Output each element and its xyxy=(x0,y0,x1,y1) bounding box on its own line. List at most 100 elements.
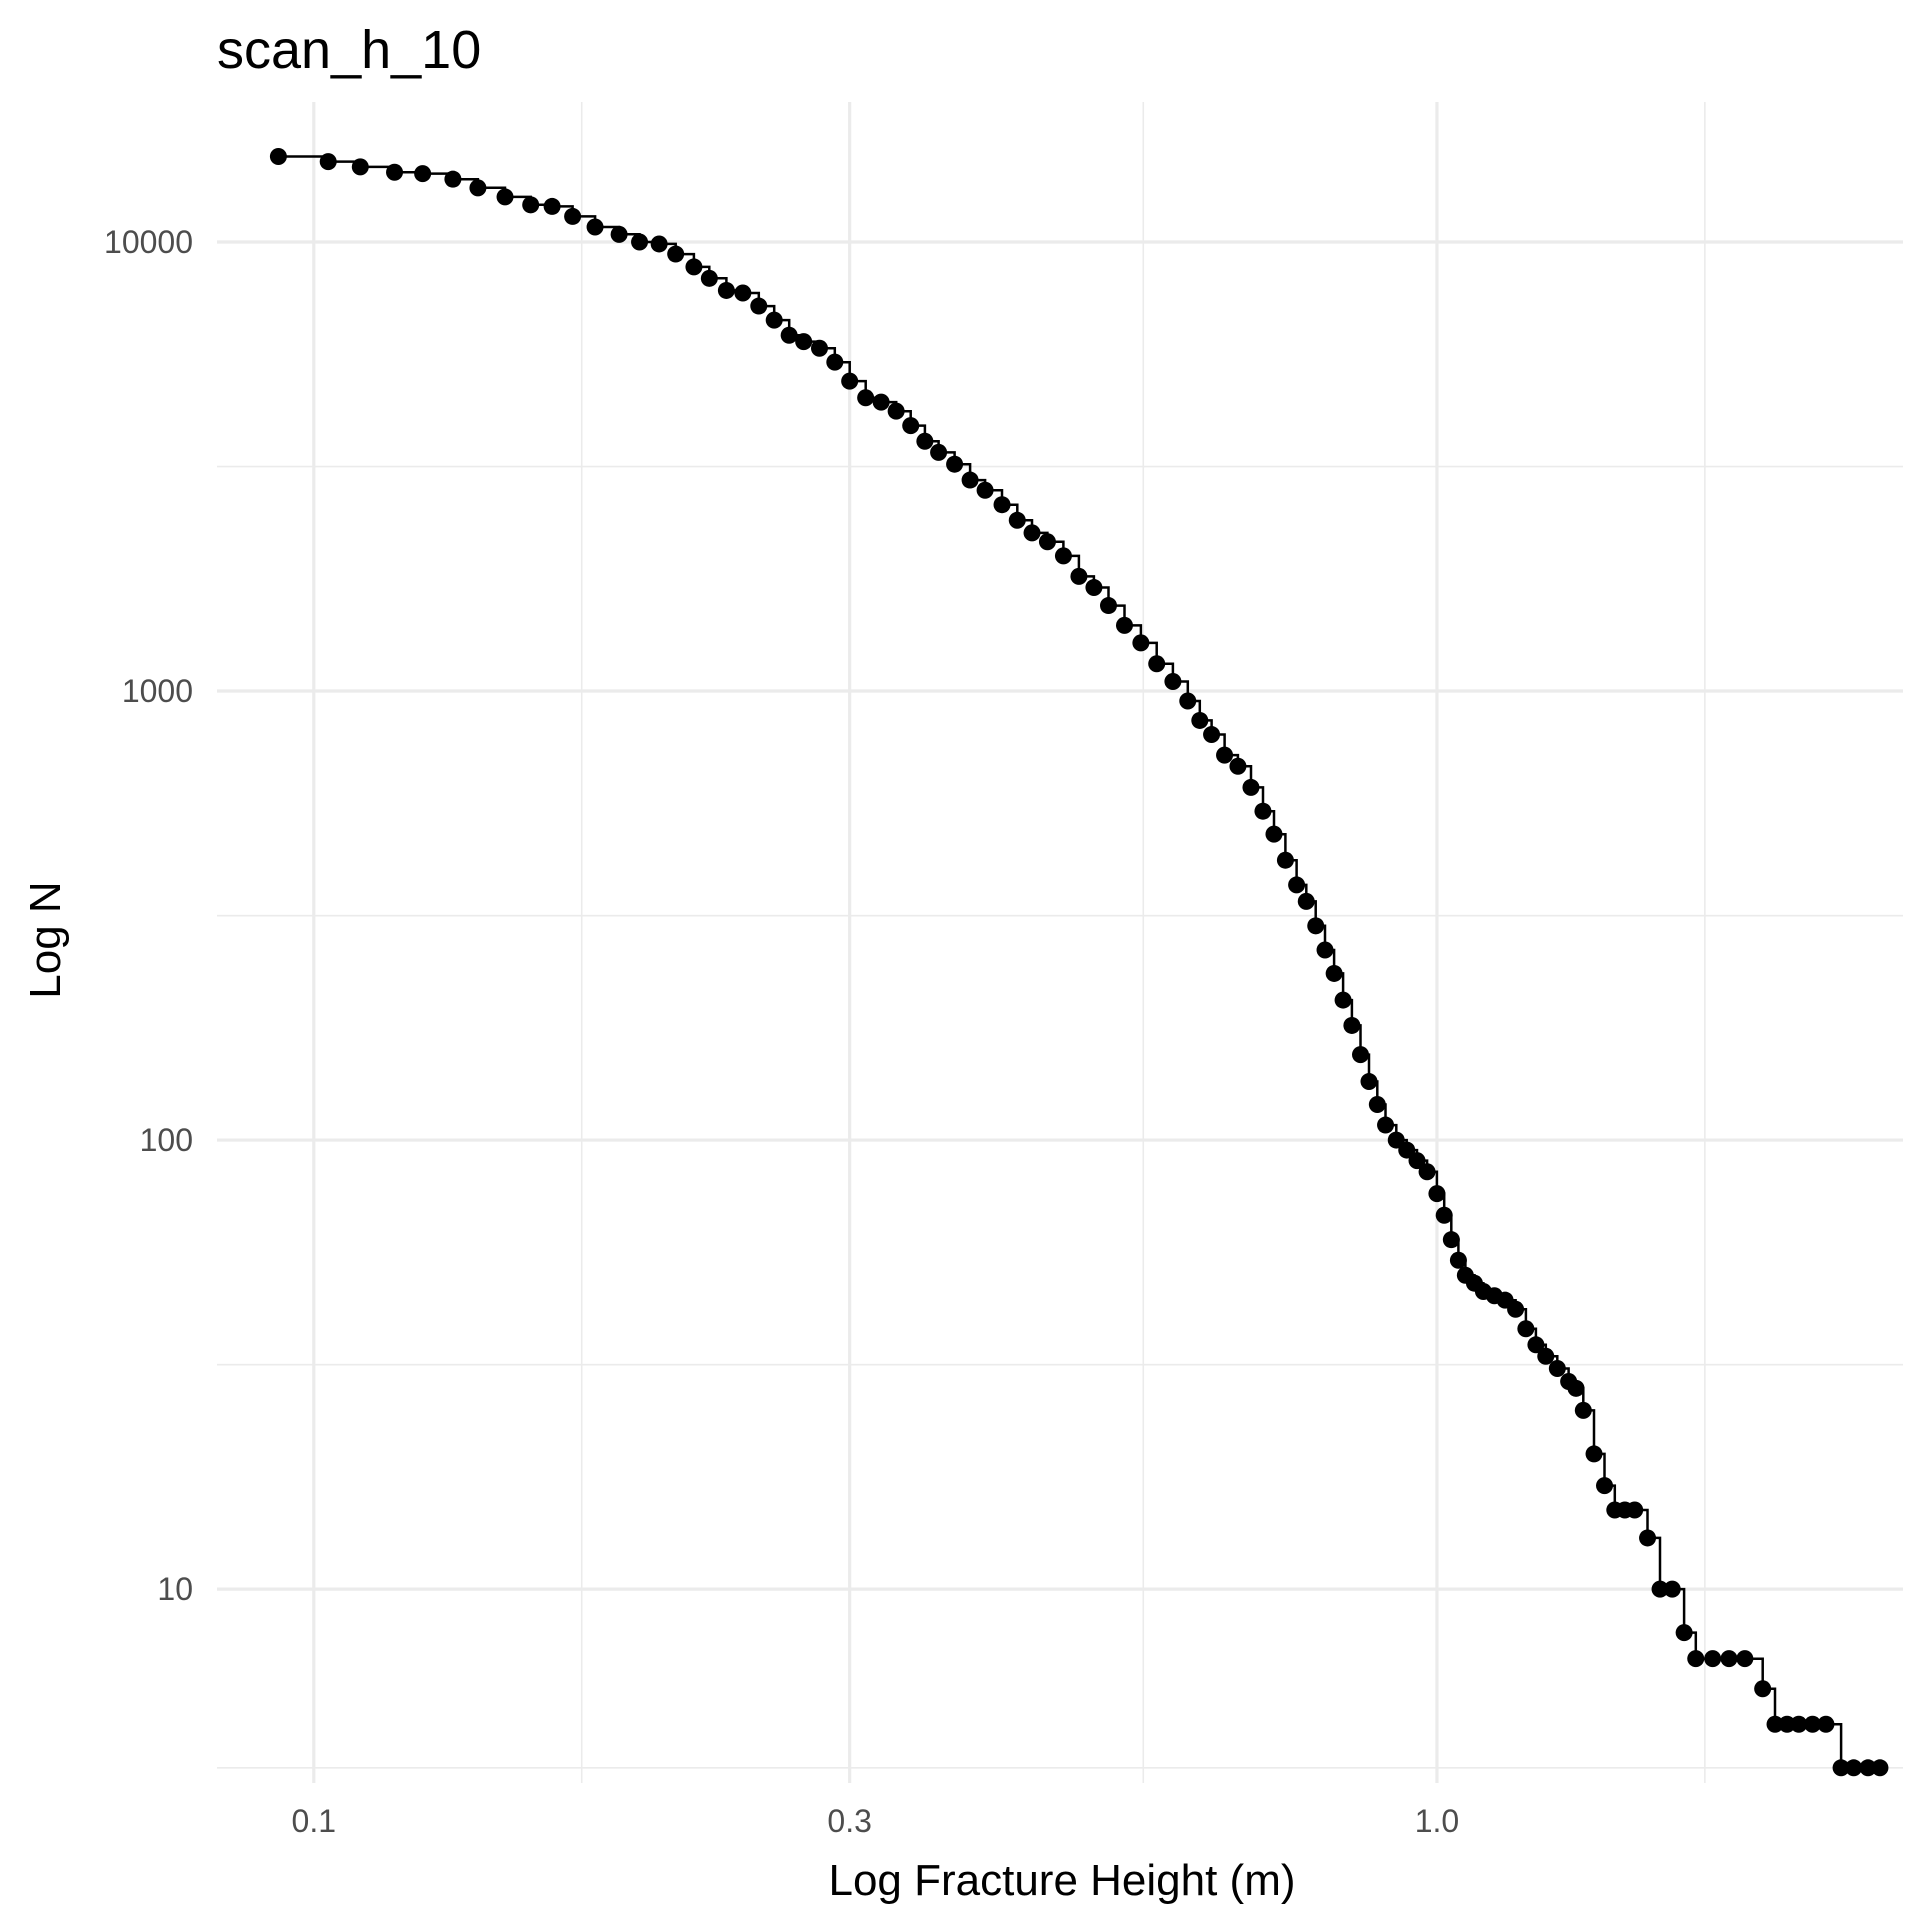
data-point xyxy=(1343,1016,1361,1034)
data-point xyxy=(1704,1650,1722,1668)
data-point xyxy=(1164,673,1182,691)
data-point xyxy=(1804,1715,1822,1733)
y-tick-label: 10000 xyxy=(104,224,193,260)
data-point xyxy=(469,179,487,197)
data-point xyxy=(685,258,703,276)
data-point xyxy=(1352,1046,1370,1064)
data-point xyxy=(1203,726,1221,744)
data-point xyxy=(887,402,905,420)
data-point xyxy=(1720,1650,1738,1668)
grid-layer xyxy=(217,102,1903,1783)
data-point xyxy=(1148,655,1166,673)
x-axis-label: Log Fracture Height (m) xyxy=(828,1856,1295,1905)
x-tick-label: 1.0 xyxy=(1415,1803,1459,1839)
data-point xyxy=(1254,802,1272,820)
data-point xyxy=(857,389,875,407)
data-point xyxy=(1790,1715,1808,1733)
data-point xyxy=(1276,851,1294,869)
data-point xyxy=(946,455,964,473)
data-point xyxy=(1054,547,1072,565)
data-point xyxy=(1517,1320,1535,1338)
data-point xyxy=(1070,567,1088,585)
data-point xyxy=(765,311,783,329)
tick-labels: 0.1 0.3 1.0 10 100 1000 10000 xyxy=(104,224,1459,1839)
data-point xyxy=(1574,1401,1592,1419)
data-point xyxy=(1297,892,1315,910)
data-point xyxy=(1871,1759,1889,1777)
data-point xyxy=(1442,1231,1460,1249)
data-point xyxy=(961,471,979,489)
data-point xyxy=(1567,1379,1585,1397)
data-point xyxy=(1408,1152,1426,1170)
data-point xyxy=(586,218,604,236)
data-point xyxy=(795,333,813,351)
data-point xyxy=(1216,746,1234,764)
data-point xyxy=(667,245,685,263)
data-point xyxy=(1242,778,1260,796)
data-point xyxy=(700,269,718,287)
data-point xyxy=(351,158,369,176)
data-point xyxy=(1229,757,1247,775)
data-point xyxy=(1085,579,1103,597)
data-point xyxy=(1288,876,1306,894)
data-point xyxy=(1316,941,1334,959)
data-point xyxy=(1428,1185,1446,1203)
data-point xyxy=(1663,1580,1681,1598)
data-point xyxy=(1651,1580,1669,1598)
data-point xyxy=(1023,524,1041,542)
data-point xyxy=(1766,1715,1784,1733)
data-point xyxy=(610,225,628,243)
data-point xyxy=(1639,1529,1657,1547)
data-point xyxy=(386,163,404,181)
data-point xyxy=(319,153,337,171)
data-point xyxy=(1377,1116,1395,1134)
data-point xyxy=(1132,634,1150,652)
data-point xyxy=(444,170,462,188)
data-point xyxy=(1191,711,1209,729)
data-point xyxy=(1832,1759,1850,1777)
data-point xyxy=(1859,1759,1877,1777)
data-point xyxy=(650,235,668,253)
data-point xyxy=(1596,1477,1614,1495)
data-point xyxy=(1548,1359,1566,1377)
y-tick-label: 1000 xyxy=(122,673,193,709)
data-point xyxy=(734,284,752,302)
data-point xyxy=(1687,1650,1705,1668)
data-point xyxy=(496,188,514,206)
y-tick-label: 100 xyxy=(140,1122,193,1158)
data-point xyxy=(1368,1096,1386,1114)
data-point xyxy=(1507,1300,1525,1318)
y-tick-label: 10 xyxy=(157,1571,193,1607)
data-point xyxy=(1675,1624,1693,1642)
data-point xyxy=(1360,1073,1378,1091)
x-tick-label: 0.3 xyxy=(827,1803,871,1839)
data-point xyxy=(1334,991,1352,1009)
data-point xyxy=(1845,1759,1863,1777)
data-point xyxy=(1325,964,1343,982)
series-layer xyxy=(269,148,1889,1777)
data-point xyxy=(1626,1501,1644,1519)
data-point xyxy=(1008,511,1026,529)
data-point xyxy=(631,233,649,251)
data-point xyxy=(993,496,1011,514)
data-point xyxy=(930,443,948,461)
data-point xyxy=(1398,1141,1416,1159)
data-point xyxy=(269,148,287,166)
data-point xyxy=(1527,1336,1545,1354)
data-point xyxy=(1265,825,1283,843)
x-tick-label: 0.1 xyxy=(292,1803,336,1839)
data-point xyxy=(1179,692,1197,710)
data-point xyxy=(1307,917,1325,935)
data-point xyxy=(1038,533,1056,551)
data-point xyxy=(1817,1715,1835,1733)
data-point xyxy=(1449,1251,1467,1269)
data-point xyxy=(1418,1163,1436,1181)
data-point xyxy=(810,339,828,357)
data-point xyxy=(522,196,540,214)
data-point xyxy=(976,481,994,499)
data-point xyxy=(826,353,844,371)
data-point xyxy=(1435,1206,1453,1224)
data-point xyxy=(414,165,432,183)
